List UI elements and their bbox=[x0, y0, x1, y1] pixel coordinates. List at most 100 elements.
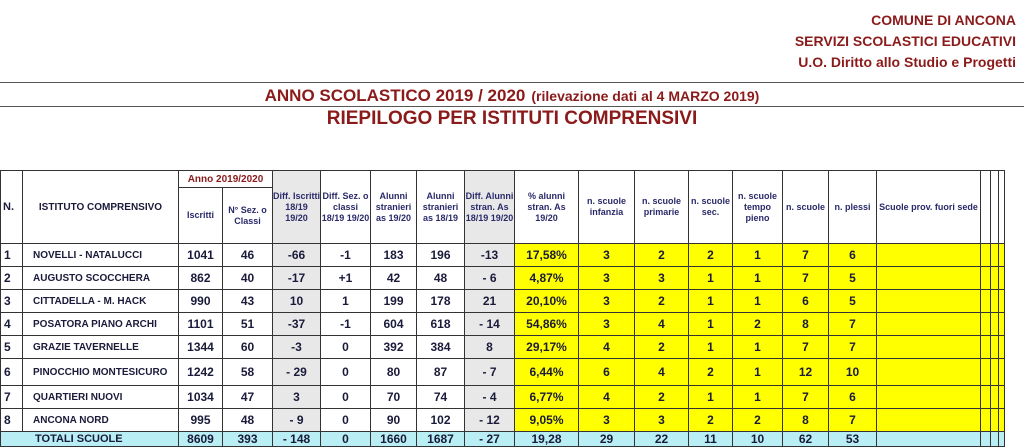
row-n: 6 bbox=[0, 358, 23, 386]
totals-extra bbox=[998, 431, 1005, 447]
row-extra bbox=[998, 408, 1005, 432]
year-title: ANNO SCOLASTICO 2019 / 2020 bbox=[264, 86, 526, 105]
row-sez: 60 bbox=[222, 335, 273, 359]
row-extra bbox=[990, 312, 999, 336]
row-perc: 17,58% bbox=[514, 243, 579, 267]
row-extra bbox=[990, 358, 999, 386]
row-tempo-pieno: 2 bbox=[732, 312, 783, 336]
row-diff-iscritti: -66 bbox=[272, 243, 321, 267]
table-row: 7 QUARTIERI NUOVI 1034 47 3 0 70 74 - 4 … bbox=[0, 385, 1005, 409]
row-extra bbox=[998, 289, 1005, 313]
row-iscritti: 862 bbox=[178, 266, 223, 290]
totals-tempo-pieno: 10 bbox=[732, 431, 783, 447]
totals-row: TOTALI SCUOLE 8609 393 - 148 0 1660 1687… bbox=[0, 431, 1005, 447]
row-n: 4 bbox=[0, 312, 23, 336]
row-diff-iscritti: 10 bbox=[272, 289, 321, 313]
row-extra bbox=[990, 335, 999, 359]
table-row: 4 POSATORA PIANO ARCHI 1101 51 -37 -1 60… bbox=[0, 312, 1005, 336]
row-perc: 6,77% bbox=[514, 385, 579, 409]
top-rule bbox=[0, 82, 1024, 83]
row-primarie: 2 bbox=[634, 289, 689, 313]
row-diff-sez: +1 bbox=[320, 266, 371, 290]
row-istituto: GRAZIE TAVERNELLE bbox=[22, 335, 179, 359]
totals-stranieri-1920: 1660 bbox=[370, 431, 417, 447]
row-prov bbox=[876, 408, 981, 432]
row-istituto: ANCONA NORD bbox=[22, 408, 179, 432]
totals-primarie: 22 bbox=[634, 431, 689, 447]
totals-diff-sez: 0 bbox=[320, 431, 371, 447]
col-n-scuole: n. scuole bbox=[782, 170, 829, 244]
row-extra bbox=[998, 335, 1005, 359]
row-stranieri-1819: 384 bbox=[416, 335, 465, 359]
row-istituto: PINOCCHIO MONTESICURO bbox=[22, 358, 179, 386]
table-row: 2 AUGUSTO SCOCCHERA 862 40 -17 +1 42 48 … bbox=[0, 266, 1005, 290]
row-n: 1 bbox=[0, 243, 23, 267]
row-diff-stranieri: - 6 bbox=[464, 266, 515, 290]
row-iscritti: 1034 bbox=[178, 385, 223, 409]
page-subtitle: RIEPILOGO PER ISTITUTI COMPRENSIVI bbox=[326, 108, 698, 129]
row-istituto: QUARTIERI NUOVI bbox=[22, 385, 179, 409]
totals-infanzia: 29 bbox=[578, 431, 635, 447]
row-infanzia: 3 bbox=[578, 408, 635, 432]
row-sez: 51 bbox=[222, 312, 273, 336]
totals-iscritti: 8609 bbox=[178, 431, 223, 447]
row-scuole: 12 bbox=[782, 358, 829, 386]
row-plessi: 5 bbox=[828, 289, 877, 313]
row-iscritti: 1344 bbox=[178, 335, 223, 359]
table-row: 8 ANCONA NORD 995 48 - 9 0 90 102 - 12 9… bbox=[0, 408, 1005, 432]
col-sezioni: N° Sez. o Classi bbox=[222, 187, 273, 244]
row-extra bbox=[998, 243, 1005, 267]
totals-diff-stranieri: - 27 bbox=[464, 431, 515, 447]
row-stranieri-1920: 199 bbox=[370, 289, 417, 313]
row-iscritti: 1101 bbox=[178, 312, 223, 336]
row-extra bbox=[980, 335, 991, 359]
row-sec: 1 bbox=[688, 312, 733, 336]
row-diff-sez: 0 bbox=[320, 335, 371, 359]
row-diff-iscritti: -3 bbox=[272, 335, 321, 359]
col-extra-1 bbox=[980, 170, 991, 244]
row-diff-stranieri: - 4 bbox=[464, 385, 515, 409]
col-prov-fuori-sede: Scuole prov. fuori sede bbox=[876, 170, 981, 244]
row-stranieri-1819: 48 bbox=[416, 266, 465, 290]
table-row: 6 PINOCCHIO MONTESICURO 1242 58 - 29 0 8… bbox=[0, 358, 1005, 386]
group-anno: Anno 2019/2020 bbox=[178, 169, 273, 189]
row-tempo-pieno: 1 bbox=[732, 243, 783, 267]
row-diff-sez: 0 bbox=[320, 385, 371, 409]
row-prov bbox=[876, 266, 981, 290]
row-primarie: 2 bbox=[634, 335, 689, 359]
row-istituto: NOVELLI - NATALUCCI bbox=[22, 243, 179, 267]
row-sec: 1 bbox=[688, 335, 733, 359]
ente-name: COMUNE DI ANCONA bbox=[871, 12, 1016, 28]
col-perc: % alunni stran. As 19/20 bbox=[514, 170, 579, 244]
mid-rule bbox=[0, 106, 1024, 107]
row-n: 5 bbox=[0, 335, 23, 359]
col-istituto: ISTITUTO COMPRENSIVO bbox=[22, 170, 179, 244]
row-diff-sez: 0 bbox=[320, 358, 371, 386]
row-sez: 58 bbox=[222, 358, 273, 386]
row-stranieri-1920: 80 bbox=[370, 358, 417, 386]
row-plessi: 7 bbox=[828, 335, 877, 359]
row-tempo-pieno: 2 bbox=[732, 408, 783, 432]
summary-table: N. ISTITUTO COMPRENSIVO Anno 2019/2020 D… bbox=[0, 169, 1005, 447]
row-diff-sez: -1 bbox=[320, 243, 371, 267]
row-plessi: 5 bbox=[828, 266, 877, 290]
row-diff-iscritti: -17 bbox=[272, 266, 321, 290]
row-primarie: 4 bbox=[634, 358, 689, 386]
row-plessi: 7 bbox=[828, 408, 877, 432]
row-tempo-pieno: 1 bbox=[732, 358, 783, 386]
row-iscritti: 1041 bbox=[178, 243, 223, 267]
row-diff-stranieri: 8 bbox=[464, 335, 515, 359]
totals-extra bbox=[990, 431, 999, 447]
row-perc: 29,17% bbox=[514, 335, 579, 359]
row-scuole: 7 bbox=[782, 243, 829, 267]
row-stranieri-1819: 618 bbox=[416, 312, 465, 336]
col-n: N. bbox=[0, 170, 23, 244]
row-sec: 2 bbox=[688, 408, 733, 432]
row-prov bbox=[876, 335, 981, 359]
col-scuole-sec: n. scuole sec. bbox=[688, 170, 733, 244]
row-extra bbox=[998, 385, 1005, 409]
row-diff-stranieri: -13 bbox=[464, 243, 515, 267]
row-n: 8 bbox=[0, 408, 23, 432]
row-sec: 1 bbox=[688, 266, 733, 290]
row-infanzia: 4 bbox=[578, 335, 635, 359]
